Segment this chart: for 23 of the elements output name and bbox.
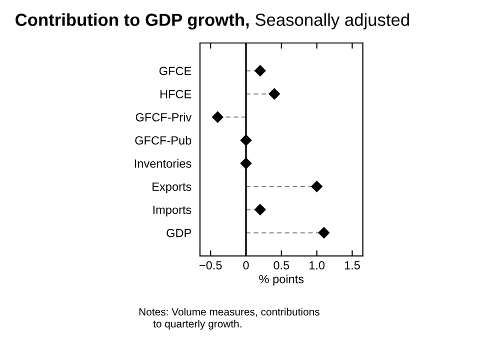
point — [212, 111, 224, 123]
point — [268, 88, 280, 100]
x-tick-label: −0.5 — [200, 261, 222, 270]
x-tick-label: 0.5 — [274, 261, 290, 270]
text: Notes: Volume measures, contributions to quarterly growth. — [139, 308, 320, 330]
x-tick-label: 1.0 — [310, 261, 325, 270]
y-tick-label: GFCF-Pub — [135, 136, 192, 145]
x-tick-label: 0 — [243, 261, 249, 270]
y-tick-label: Inventories — [134, 159, 192, 168]
x-tick-label: 1.5 — [344, 261, 360, 270]
chart-title: Contribution to GDP growth, — [16, 13, 249, 30]
y-tick-label: GFCE — [159, 66, 192, 76]
point — [318, 227, 330, 238]
y-tick-label: Imports — [153, 206, 192, 216]
point — [254, 65, 266, 76]
point — [311, 180, 322, 192]
y-tick-label: GFCF-Priv — [136, 112, 192, 122]
x-axis-title: % points — [259, 274, 304, 286]
point — [254, 204, 266, 216]
y-tick-label: GDP — [166, 228, 192, 238]
y-tick-label: Exports — [152, 182, 192, 194]
chart-subtitle: Seasonally adjusted — [255, 13, 409, 30]
y-tick-label: HFCE — [160, 90, 192, 98]
